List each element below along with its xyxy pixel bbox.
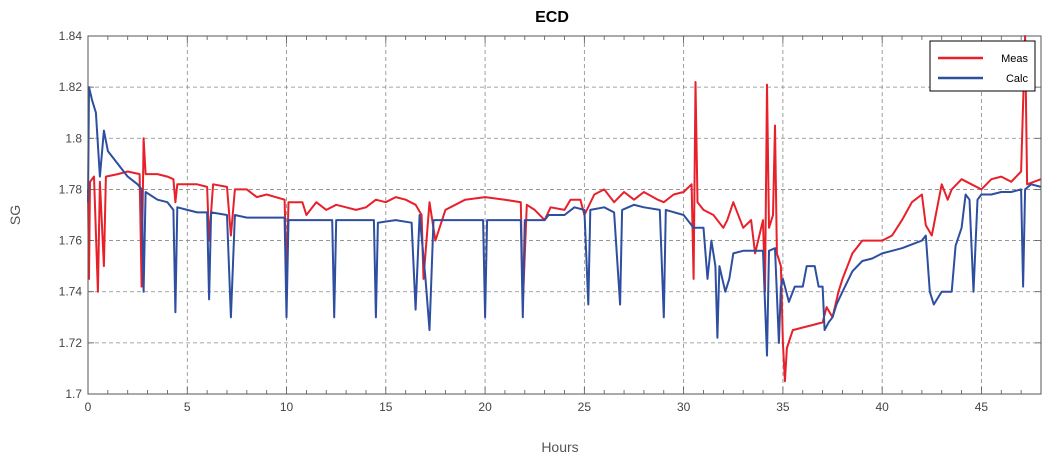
y-tick-label: 1.82 (59, 80, 83, 94)
x-tick-label: 25 (578, 400, 592, 414)
x-tick-label: 45 (975, 400, 989, 414)
x-tick-label: 20 (478, 400, 492, 414)
legend: Meas Calc (929, 40, 1036, 92)
y-tick-label: 1.84 (59, 29, 83, 43)
legend-label-meas: Meas (1001, 53, 1028, 65)
y-tick-label: 1.78 (59, 182, 83, 196)
x-tick-label: 30 (677, 400, 691, 414)
axis-ticks: 0 5 10 15 20 25 30 35 40 45 1.7 1.72 1.74 1.76 1.78 1.8… (59, 29, 1042, 414)
y-tick-label: 1.74 (59, 285, 83, 299)
y-tick-label: 1.7 (65, 387, 82, 401)
y-tick-label: 1.72 (59, 336, 83, 350)
y-tick-label: 1.8 (65, 131, 82, 145)
series-line-meas (87, 35, 1042, 383)
x-axis-label: Hours (541, 439, 578, 455)
legend-label-calc: Calc (1006, 73, 1029, 85)
legend-box (929, 40, 1036, 92)
x-tick-label: 0 (85, 400, 92, 414)
chart-title: ECD (535, 9, 569, 26)
x-tick-label: 40 (875, 400, 889, 414)
series-line-calc (87, 86, 1042, 357)
y-tick-label: 1.76 (59, 234, 83, 248)
series-lines (87, 35, 1042, 383)
y-axis-label: SG (7, 205, 23, 225)
x-tick-label: 15 (379, 400, 393, 414)
x-tick-label: 35 (776, 400, 790, 414)
x-tick-label: 10 (280, 400, 294, 414)
x-tick-label: 5 (184, 400, 191, 414)
